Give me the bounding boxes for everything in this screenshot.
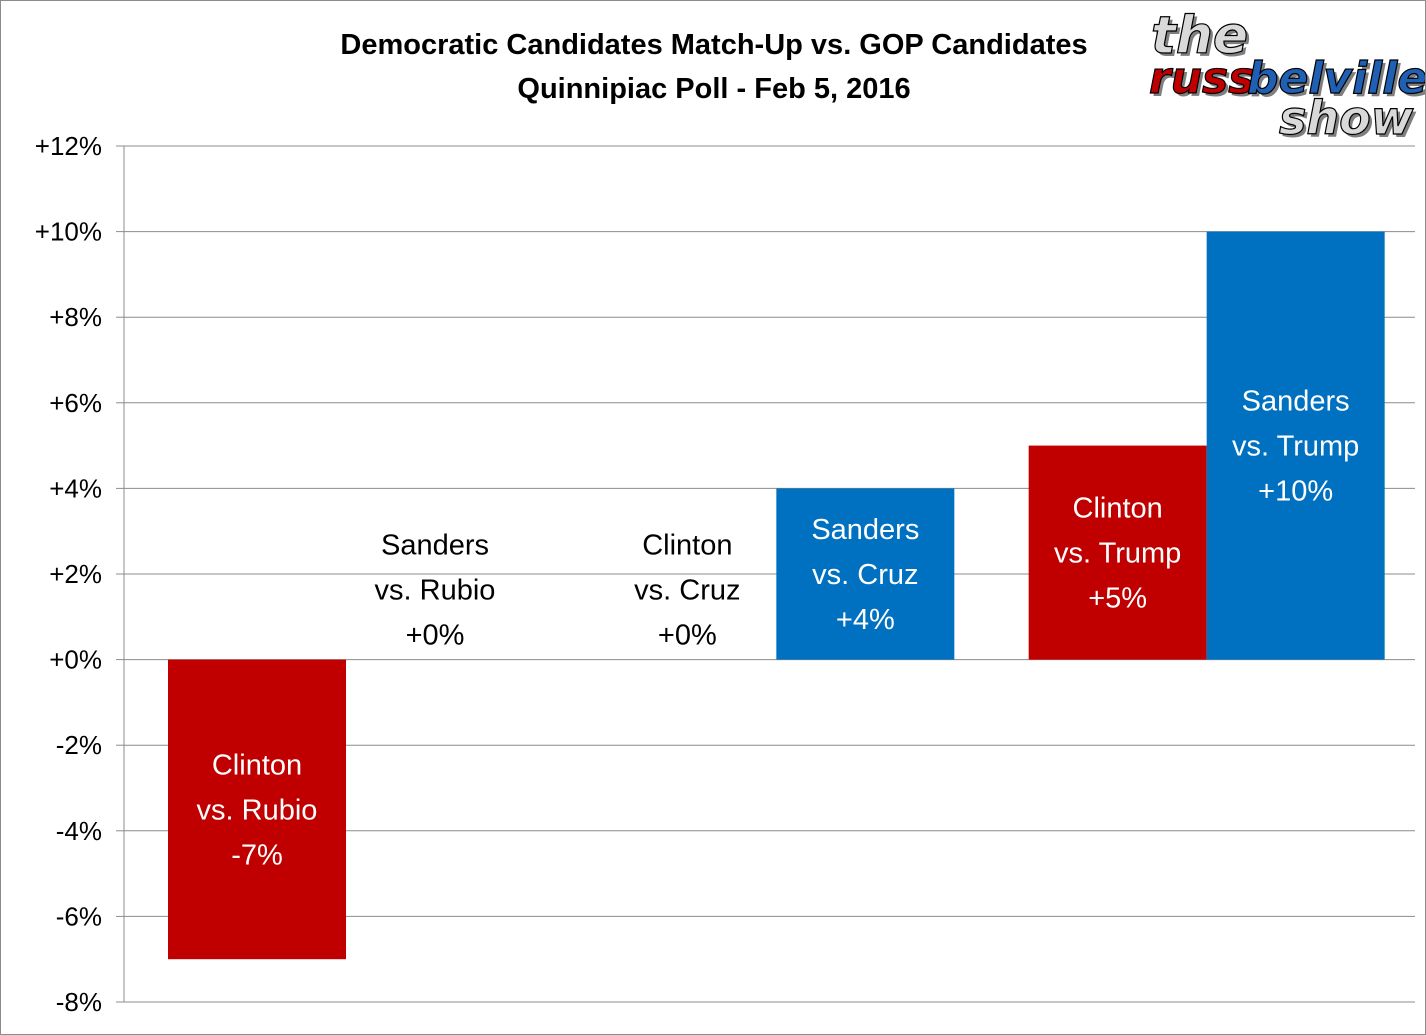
data-label: vs. Rubio [197,794,318,826]
data-label: vs. Rubio [375,575,496,607]
y-tick-label: +6% [49,388,102,418]
chart-title: Democratic Candidates Match-Up vs. GOP C… [340,29,1087,61]
data-label: vs. Cruz [812,559,918,591]
y-tick-label: -6% [56,901,102,931]
data-label: +5% [1088,583,1147,615]
bars [168,231,1385,960]
data-label: Clinton [212,749,302,781]
logo-show-shadow: show [1282,94,1417,148]
data-label: vs. Trump [1054,538,1181,570]
data-label: Sanders [381,530,489,562]
logo-russ-shadow: russ [1152,56,1257,107]
chart-title-group: Democratic Candidates Match-Up vs. GOP C… [340,29,1087,105]
y-axis: +12% +10% +8% +6% +4% +2% +0% -2% -4% -6% -8% [35,131,125,1017]
data-label: +4% [836,604,895,636]
y-tick-label: +2% [49,559,102,589]
data-label: +0% [406,620,465,652]
chart-subtitle: Quinnipiac Poll - Feb 5, 2016 [517,73,910,105]
logo-belville: belville [1247,53,1425,104]
logo-the: the [1151,6,1248,66]
logo-belville-shadow: belville [1250,56,1425,107]
y-tick-label: +0% [49,645,102,675]
data-label: +10% [1258,476,1333,508]
bar-clinton-vs-rubio [168,659,346,960]
logo-show: show [1279,91,1414,145]
data-label: -7% [231,839,283,871]
y-tick-label: +10% [35,217,102,247]
data-label: Sanders [1242,386,1350,418]
logo-russ: russ [1149,53,1254,104]
data-label: Clinton [642,530,732,562]
data-label: Sanders [811,514,919,546]
data-label: vs. Cruz [634,575,740,607]
bar-sanders-vs-cruz [776,488,955,660]
bar-sanders-vs-trump [1206,231,1385,660]
logo-the-shadow: the [1154,9,1251,69]
data-label: vs. Trump [1232,431,1359,463]
y-tick-label: +12% [35,131,102,161]
y-tick-label: +8% [49,302,102,332]
data-label: Clinton [1073,493,1163,525]
y-tick-label: -8% [56,987,102,1017]
data-label: +0% [658,620,717,652]
y-tick-label: -2% [56,730,102,760]
bar-clinton-vs-trump [1028,445,1207,660]
bar-labels: Clinton vs. Rubio -7% Sanders vs. Rubio +0% Cl… [197,386,1360,872]
y-tick-label: +4% [49,473,102,503]
y-tick-label: -4% [56,816,102,846]
